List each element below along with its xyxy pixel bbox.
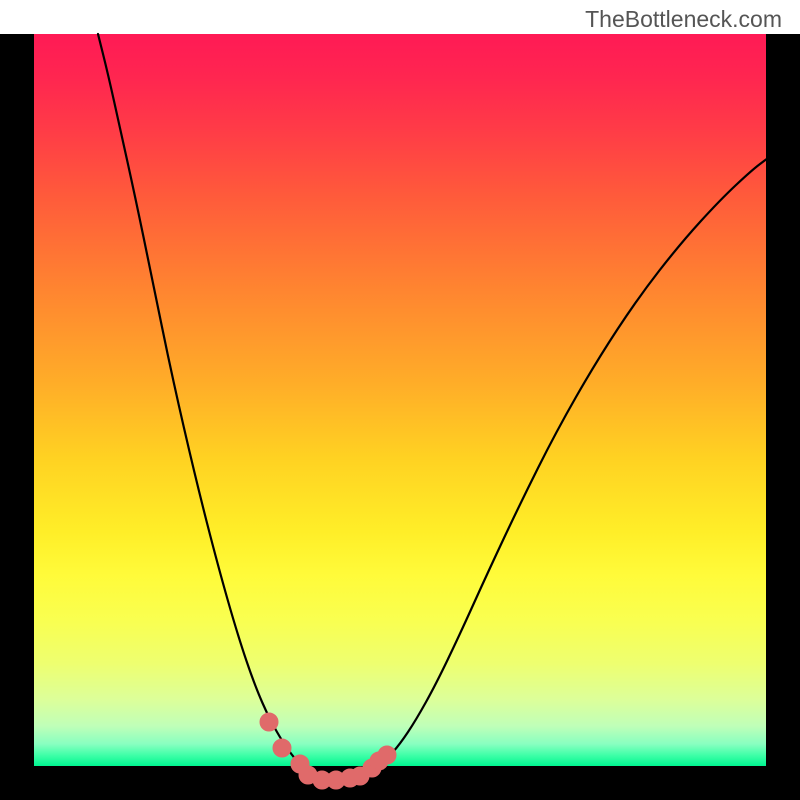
bottleneck-curve-chart xyxy=(0,0,800,800)
chart-frame: TheBottleneck.com xyxy=(0,0,800,800)
curve-marker xyxy=(273,739,291,757)
curve-marker xyxy=(378,746,396,764)
plot-background xyxy=(34,34,766,766)
curve-marker xyxy=(260,713,278,731)
watermark-text: TheBottleneck.com xyxy=(585,6,782,33)
